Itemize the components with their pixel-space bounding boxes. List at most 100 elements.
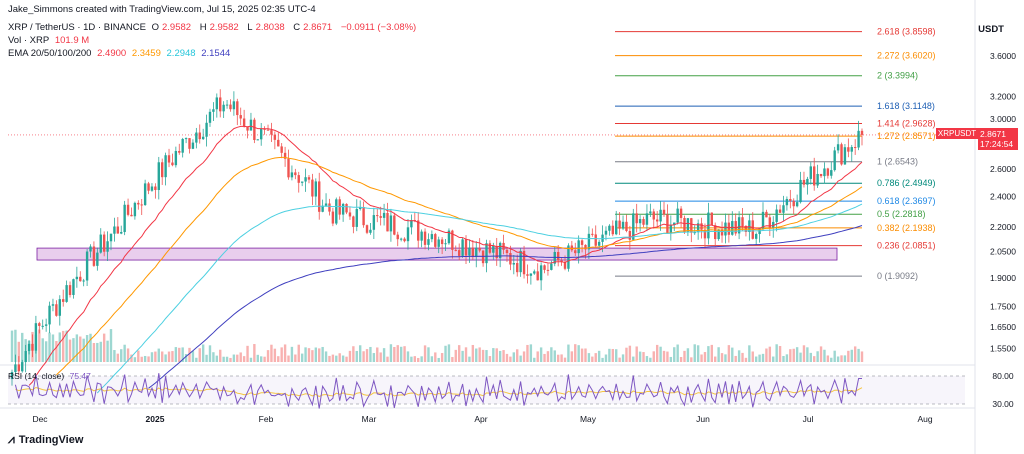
candle-body — [154, 186, 157, 190]
time-axis-label: Feb — [259, 414, 274, 424]
volume-bar — [860, 351, 864, 362]
candle-body — [741, 217, 744, 226]
volume-bar — [62, 330, 65, 362]
ema50-line — [56, 156, 863, 376]
volume-bar — [174, 347, 178, 362]
candle-body — [423, 231, 427, 245]
volume-bar — [116, 353, 120, 362]
volume-bar — [89, 333, 92, 362]
volume-bar — [34, 334, 38, 362]
volume-bar — [212, 352, 215, 362]
volume-bar — [563, 357, 567, 362]
volume-bar — [468, 356, 471, 362]
candle-body — [550, 263, 553, 270]
candle-body — [321, 205, 324, 212]
candle-body — [143, 183, 147, 206]
candle-body — [89, 246, 92, 252]
candle-body — [823, 168, 826, 177]
volume-bar — [485, 350, 488, 362]
volume-bar — [215, 355, 219, 362]
volume-bar — [454, 349, 457, 362]
price-tick-label: 1.9000 — [990, 273, 1016, 283]
candle-body — [802, 179, 806, 185]
candles-group — [10, 89, 864, 386]
candle-body — [236, 101, 239, 116]
candle-body — [263, 128, 266, 130]
candle-body — [31, 343, 34, 351]
volume-bar — [164, 354, 167, 362]
rsi-line[interactable]: RSI (14, close) 75.47 — [8, 370, 94, 382]
volume-bar — [625, 347, 628, 362]
created-by-text: Jake_Simmons created with TradingView.co… — [8, 4, 316, 15]
candle-body — [857, 130, 860, 148]
volume-bar — [102, 333, 106, 362]
volume-bar — [120, 349, 123, 362]
volume-bar — [314, 347, 318, 362]
volume-bar — [778, 346, 782, 362]
volume-bar — [280, 347, 283, 362]
candle-body — [608, 225, 611, 231]
volume-bar — [147, 356, 150, 362]
volume-bar — [300, 353, 304, 362]
candle-body — [478, 247, 481, 251]
candle-body — [253, 119, 256, 141]
ema-line[interactable]: EMA 20/50/100/200 2.4900 2.3459 2.2948 2… — [8, 48, 233, 60]
ohlc-open: O 2.9582 — [151, 22, 192, 33]
candle-body — [475, 247, 478, 258]
candle-body — [41, 325, 44, 327]
volume-bar — [795, 347, 799, 362]
candle-body — [242, 118, 246, 127]
volume-bar — [376, 347, 379, 362]
volume-bar — [717, 347, 720, 362]
candle-body — [649, 211, 652, 214]
candle-body — [737, 217, 741, 234]
volume-bar — [290, 346, 294, 362]
candle-body — [239, 115, 242, 119]
ema200-line — [148, 225, 863, 389]
time-axis-label: May — [580, 414, 597, 424]
ohlc-high: H 2.9582 — [199, 22, 239, 33]
volume-bar — [297, 344, 300, 362]
candle-body — [853, 147, 857, 149]
candle-body — [164, 155, 167, 178]
ema20-value: 2.4900 — [97, 48, 127, 59]
candle-body — [444, 243, 447, 245]
volume-bar — [393, 346, 396, 362]
candle-body — [195, 132, 198, 143]
volume-bar — [570, 351, 574, 362]
volume-line[interactable]: Vol · XRP 101.9 M — [8, 35, 92, 47]
candle-body — [693, 232, 696, 234]
volume-bar — [813, 356, 816, 362]
volume-bar — [369, 346, 372, 362]
candle-body — [778, 209, 782, 213]
candle-body — [700, 223, 703, 230]
volume-bar — [157, 348, 160, 362]
candle-body — [341, 203, 345, 215]
candle-body — [772, 221, 775, 228]
volume-bar — [703, 352, 707, 362]
candle-body — [509, 253, 512, 265]
volume-bar — [109, 329, 113, 362]
candle-body — [451, 230, 454, 250]
volume-bar — [519, 355, 522, 362]
time-axis-label: Jul — [803, 414, 814, 424]
price-tick-label: 1.6500 — [990, 322, 1016, 332]
volume-bar — [775, 344, 778, 362]
candle-body — [205, 122, 208, 137]
volume-bar — [150, 352, 154, 362]
symbol-title: XRP / TetherUS · 1D · BINANCE — [8, 22, 146, 33]
candle-body — [44, 324, 48, 326]
volume-bar — [273, 348, 277, 362]
candle-body — [389, 215, 393, 232]
volume-bar — [765, 348, 768, 362]
volume-bar — [710, 344, 713, 362]
candle-body — [417, 220, 420, 241]
candle-body — [130, 214, 133, 217]
brand-footer[interactable]: ⩘ TradingView — [8, 432, 83, 447]
candle-body — [519, 250, 522, 273]
volume-bar — [277, 356, 280, 362]
candle-body — [283, 152, 287, 159]
rsi-tick-label: 30.00 — [992, 399, 1014, 409]
candle-body — [396, 234, 399, 240]
